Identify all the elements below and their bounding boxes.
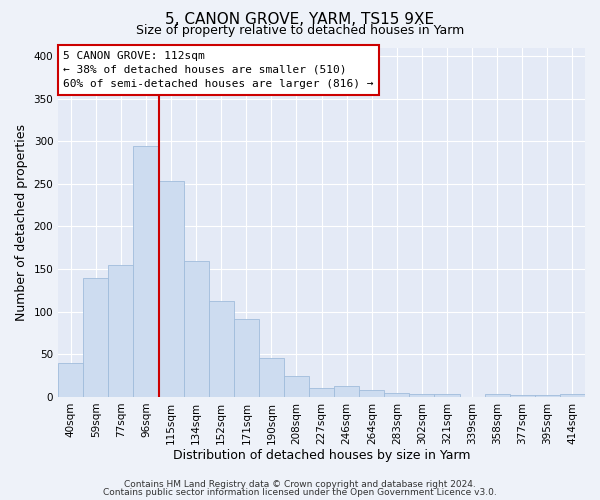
Bar	[234, 318, 259, 397]
Bar	[284, 376, 309, 397]
Y-axis label: Number of detached properties: Number of detached properties	[15, 124, 28, 320]
Bar	[58, 363, 83, 397]
Bar	[133, 146, 158, 397]
Bar	[184, 260, 209, 397]
Bar	[359, 390, 385, 397]
Bar	[434, 394, 460, 397]
Text: 5 CANON GROVE: 112sqm
← 38% of detached houses are smaller (510)
60% of semi-det: 5 CANON GROVE: 112sqm ← 38% of detached …	[64, 51, 374, 89]
Text: 5, CANON GROVE, YARM, TS15 9XE: 5, CANON GROVE, YARM, TS15 9XE	[166, 12, 434, 28]
Bar	[485, 394, 510, 397]
Bar	[385, 392, 409, 397]
Bar	[309, 388, 334, 397]
Bar	[560, 394, 585, 397]
Text: Contains HM Land Registry data © Crown copyright and database right 2024.: Contains HM Land Registry data © Crown c…	[124, 480, 476, 489]
X-axis label: Distribution of detached houses by size in Yarm: Distribution of detached houses by size …	[173, 450, 470, 462]
Bar	[83, 278, 109, 397]
Text: Contains public sector information licensed under the Open Government Licence v3: Contains public sector information licen…	[103, 488, 497, 497]
Bar	[158, 182, 184, 397]
Bar	[535, 396, 560, 397]
Bar	[259, 358, 284, 397]
Bar	[409, 394, 434, 397]
Bar	[334, 386, 359, 397]
Bar	[209, 300, 234, 397]
Bar	[109, 265, 133, 397]
Bar	[510, 396, 535, 397]
Text: Size of property relative to detached houses in Yarm: Size of property relative to detached ho…	[136, 24, 464, 37]
